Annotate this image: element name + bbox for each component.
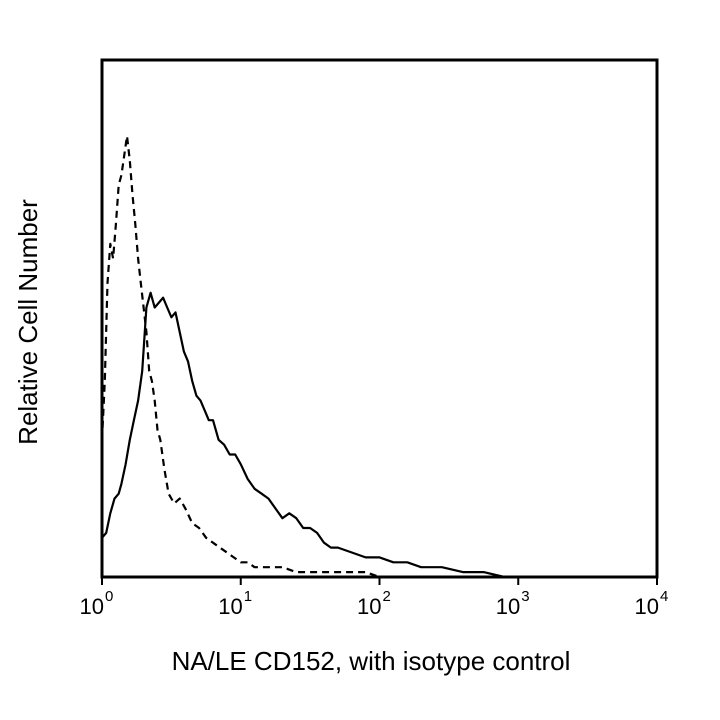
x-tick-base: 10 xyxy=(496,594,520,619)
x-tick-exponent: 3 xyxy=(521,588,529,605)
series-line-cd152 xyxy=(101,291,505,579)
x-tick-exponent: 2 xyxy=(383,588,391,605)
x-tick-exponent: 1 xyxy=(244,588,252,605)
x-tick-label: 10 1 xyxy=(218,588,252,619)
x-tick-exponent: 4 xyxy=(660,588,668,605)
x-tick-exponent: 0 xyxy=(105,588,113,605)
plot-marks xyxy=(100,134,505,579)
x-tick-label: 10 2 xyxy=(357,588,391,619)
x-tick-base: 10 xyxy=(357,594,381,619)
x-tick-base: 10 xyxy=(218,594,242,619)
plot-frame xyxy=(100,58,659,579)
x-tick-label: 10 0 xyxy=(80,588,114,619)
x-tick-base: 10 xyxy=(635,594,659,619)
x-axis-ticks: 10 0 10 1 10 2 10 3 10 4 xyxy=(80,577,669,619)
y-axis-label: Relative Cell Number xyxy=(13,199,43,445)
series-line-isotype-control xyxy=(100,134,408,579)
x-tick-label: 10 4 xyxy=(635,588,669,619)
x-axis-label: NA/LE CD152, with isotype control xyxy=(172,646,571,676)
x-tick-label: 10 3 xyxy=(496,588,530,619)
x-tick-base: 10 xyxy=(80,594,104,619)
